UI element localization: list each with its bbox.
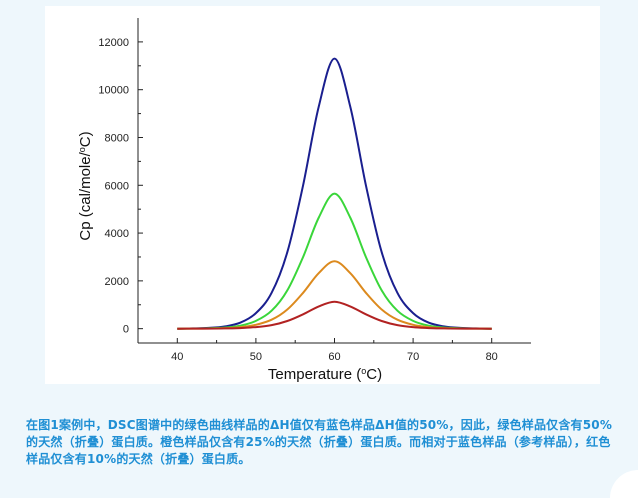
y-tick-label: 10000 [98, 85, 129, 97]
series-line-orange [177, 260, 492, 330]
y-tick-label: 6000 [105, 180, 129, 192]
x-tick-label: 80 [486, 351, 498, 363]
y-tick-label: 4000 [105, 228, 129, 240]
x-tick-label: 60 [328, 351, 340, 363]
corner-decoration [610, 470, 638, 498]
x-tick-label: 70 [407, 351, 419, 363]
series-line-blue [177, 57, 492, 330]
figure-caption: 在图1案例中，DSC图谱中的绿色曲线样品的ΔH值仅有蓝色样品ΔH值的50%，因此… [26, 418, 613, 466]
y-axis-label: Cp (cal/mole/oC) [77, 131, 94, 240]
x-tick-label: 50 [250, 351, 262, 363]
chart-card: 0 2000 4000 6000 8000 10000 12000 40 50 60 70 80 Te… [45, 6, 600, 384]
x-tick-label: 40 [171, 351, 183, 363]
series-line-red [177, 300, 492, 330]
y-tick-label: 12000 [98, 37, 129, 49]
dsc-chart: 0 2000 4000 6000 8000 10000 12000 40 50 60 70 80 Te… [77, 18, 531, 383]
x-axis-label: Temperature (oC) [268, 366, 382, 383]
y-tick-label: 0 [123, 324, 129, 336]
y-tick-label: 2000 [105, 276, 129, 288]
y-tick-label: 8000 [105, 132, 129, 144]
